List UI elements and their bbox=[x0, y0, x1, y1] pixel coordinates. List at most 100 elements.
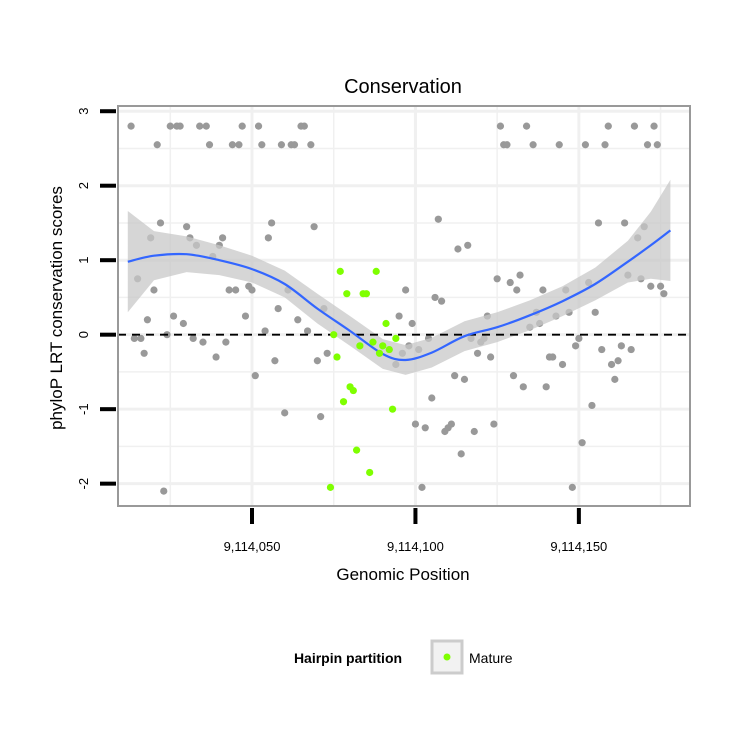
mature-point bbox=[326, 483, 335, 491]
mature-point bbox=[330, 331, 338, 339]
mature-point bbox=[343, 290, 351, 298]
mature-point bbox=[379, 342, 387, 350]
background-point bbox=[212, 353, 220, 361]
background-point bbox=[254, 122, 263, 130]
background-point bbox=[127, 122, 135, 130]
background-point bbox=[581, 141, 590, 149]
background-point bbox=[519, 383, 527, 391]
background-point bbox=[454, 245, 462, 253]
background-point bbox=[199, 338, 207, 346]
background-point bbox=[575, 334, 583, 343]
background-point bbox=[160, 487, 168, 495]
background-point bbox=[238, 122, 246, 130]
plot-panel bbox=[117, 105, 691, 507]
y-tick-label: 0 bbox=[76, 331, 91, 338]
mature-point bbox=[362, 290, 371, 298]
background-point bbox=[594, 219, 603, 227]
background-point bbox=[460, 375, 469, 383]
legend-title: Hairpin partition bbox=[294, 650, 402, 666]
panel-border bbox=[117, 105, 691, 507]
x-axis: 9,114,050 9,114,100 9,114,150 bbox=[224, 508, 607, 554]
background-point bbox=[290, 141, 299, 149]
background-point bbox=[598, 345, 606, 354]
background-point bbox=[451, 372, 459, 380]
background-point bbox=[300, 122, 308, 130]
background-point bbox=[137, 334, 145, 343]
background-point bbox=[277, 141, 286, 149]
background-point bbox=[611, 375, 619, 383]
panel-background bbox=[118, 106, 690, 506]
background-point bbox=[643, 141, 652, 149]
background-point bbox=[179, 319, 187, 328]
background-point bbox=[225, 286, 233, 294]
background-point bbox=[509, 372, 518, 380]
background-point bbox=[555, 141, 563, 149]
background-point bbox=[143, 316, 152, 324]
background-point bbox=[218, 234, 227, 242]
y-tick-label: 2 bbox=[76, 182, 91, 189]
background-point bbox=[189, 334, 197, 343]
confidence-ribbon bbox=[127, 179, 671, 375]
background-point bbox=[428, 394, 436, 402]
background-point bbox=[228, 141, 236, 149]
background-point bbox=[281, 409, 289, 417]
background-point bbox=[202, 122, 210, 130]
legend-entry-mature: Mature bbox=[469, 650, 513, 666]
background-point bbox=[232, 286, 240, 294]
background-point bbox=[395, 312, 403, 320]
background-point bbox=[578, 439, 586, 447]
background-point bbox=[656, 282, 665, 290]
background-point bbox=[140, 349, 148, 357]
background-point bbox=[447, 420, 455, 428]
background-point bbox=[303, 327, 312, 335]
background-point bbox=[621, 219, 629, 227]
background-point bbox=[522, 122, 531, 130]
background-point bbox=[617, 342, 625, 350]
mature-point bbox=[382, 319, 390, 328]
background-point bbox=[539, 286, 547, 294]
y-axis-label: phyloP LRT conservation scores bbox=[47, 186, 66, 430]
mature-point bbox=[349, 386, 357, 395]
loess-smooth-line bbox=[127, 229, 672, 362]
x-tick-label: 9,114,100 bbox=[387, 539, 444, 554]
x-axis-label: Genomic Position bbox=[336, 565, 469, 584]
background-point bbox=[264, 234, 272, 242]
background-point bbox=[558, 360, 567, 369]
y-tick-label: 1 bbox=[76, 257, 91, 264]
mature-point bbox=[375, 349, 384, 357]
background-point bbox=[313, 357, 321, 365]
background-point bbox=[647, 282, 655, 290]
background-point bbox=[630, 122, 639, 130]
background-point bbox=[516, 271, 524, 279]
mature-point bbox=[333, 353, 341, 361]
background-point bbox=[235, 141, 243, 149]
y-tick-label: -1 bbox=[76, 403, 91, 415]
mature-point bbox=[388, 405, 397, 413]
x-tick-label: 9,114,150 bbox=[550, 539, 607, 554]
mature-point bbox=[356, 342, 364, 350]
background-point bbox=[653, 141, 661, 149]
chart-title: Conservation bbox=[344, 76, 462, 98]
background-point bbox=[470, 427, 478, 436]
background-point bbox=[627, 345, 635, 354]
legend-key-mature-point bbox=[443, 653, 451, 661]
background-point bbox=[183, 223, 191, 231]
background-point bbox=[307, 141, 315, 149]
background-point bbox=[473, 349, 482, 357]
x-tick-label: 9,114,050 bbox=[224, 539, 281, 554]
background-point bbox=[464, 241, 472, 249]
background-point bbox=[490, 420, 498, 428]
background-point bbox=[614, 357, 622, 365]
background-point bbox=[258, 141, 266, 149]
background-point bbox=[487, 353, 495, 361]
mature-point bbox=[372, 267, 380, 275]
background-point bbox=[166, 122, 174, 130]
background-point bbox=[408, 319, 416, 328]
background-point bbox=[251, 372, 259, 380]
background-point bbox=[150, 286, 158, 294]
y-tick-label: 3 bbox=[76, 108, 91, 115]
background-point bbox=[431, 293, 439, 302]
background-point bbox=[421, 424, 429, 432]
background-point bbox=[529, 141, 537, 149]
